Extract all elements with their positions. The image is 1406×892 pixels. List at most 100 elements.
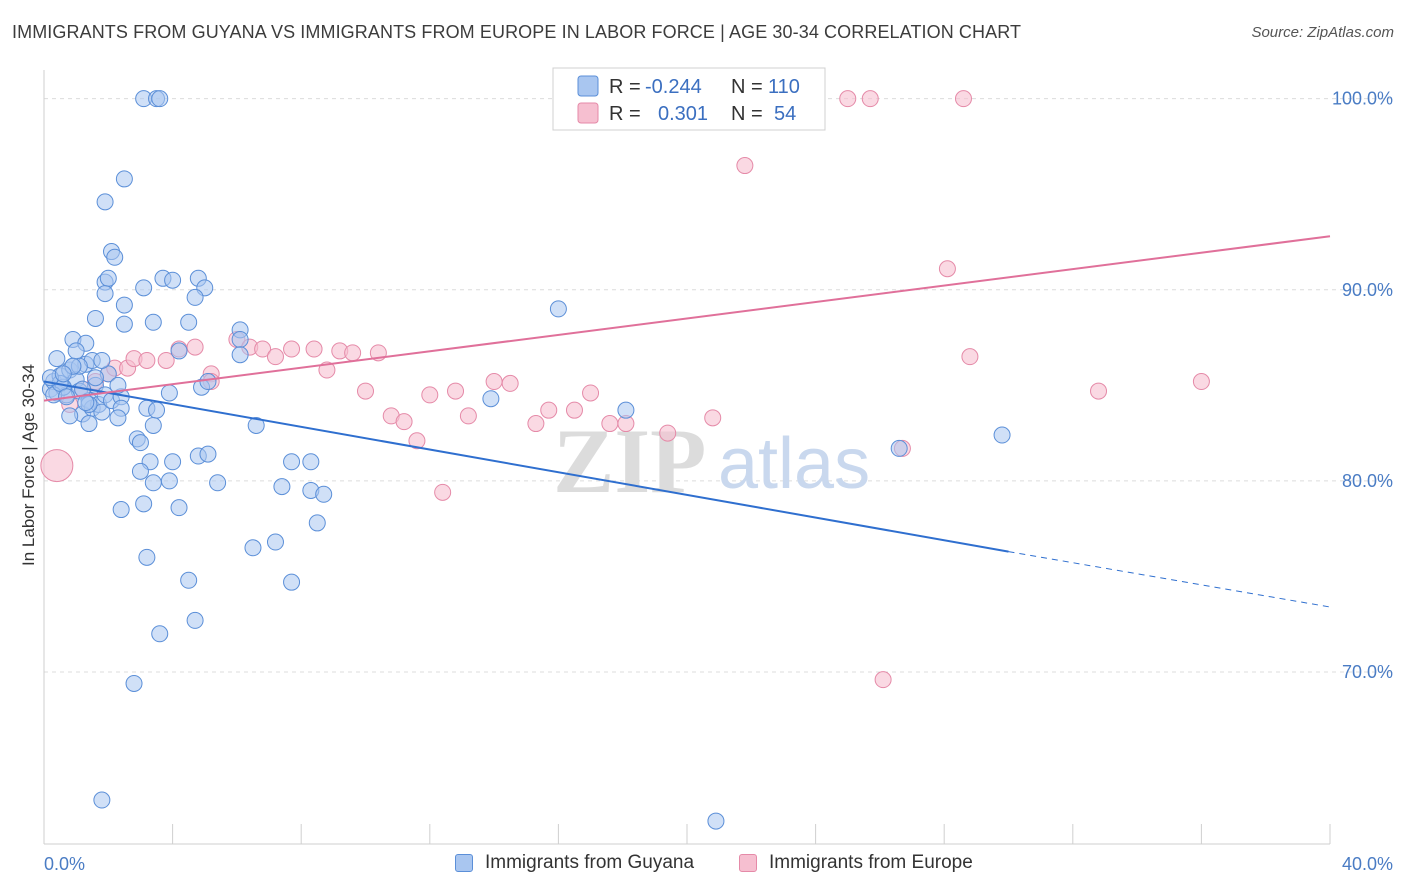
bottom-legend-label-guyana: Immigrants from Guyana <box>485 852 695 873</box>
europe-point <box>839 90 857 108</box>
europe-point <box>874 671 892 689</box>
guyana-point <box>131 462 149 480</box>
legend-swatch-europe <box>577 102 599 124</box>
guyana-point <box>115 170 133 188</box>
europe-point <box>283 340 301 358</box>
guyana-point <box>186 611 204 629</box>
guyana-point <box>115 315 133 333</box>
guyana-point <box>209 474 227 492</box>
chart-source: Source: ZipAtlas.com <box>1251 24 1394 41</box>
guyana-point <box>170 499 188 517</box>
europe-point <box>485 373 503 391</box>
guyana-point <box>48 350 66 368</box>
europe-point <box>357 382 374 400</box>
guyana-point <box>115 296 133 314</box>
guyana-point <box>164 453 182 471</box>
guyana-point <box>109 376 127 394</box>
bottom-legend-label-europe: Immigrants from Europe <box>769 852 973 873</box>
guyana-point <box>180 571 198 589</box>
guyana-point <box>283 453 301 471</box>
europe-point <box>527 415 545 433</box>
guyana-point <box>993 426 1011 444</box>
y-tick-label: 80.0% <box>1342 471 1393 491</box>
guyana-point <box>199 445 217 463</box>
legend-r-label: R = <box>609 103 641 125</box>
guyana-point <box>144 416 162 434</box>
europe-point <box>1192 373 1210 391</box>
guyana-point <box>186 288 204 306</box>
legend-n-value: 110 <box>768 76 800 98</box>
trend-line-guyana <box>43 380 1009 553</box>
legend: R = -0.244 N = 110 R = 0.301 N = 54 <box>552 67 826 131</box>
swatch-europe <box>739 854 757 872</box>
guyana-point <box>99 269 117 287</box>
legend-n-label: N = <box>731 76 763 98</box>
series-europe-points <box>40 90 1210 689</box>
europe-point <box>138 351 156 369</box>
trend-line-guyana-extension <box>1008 551 1331 608</box>
guyana-point <box>138 548 156 566</box>
guyana-point <box>151 90 169 108</box>
guyana-point <box>80 415 98 433</box>
europe-point <box>40 449 74 483</box>
guyana-point <box>93 403 111 421</box>
europe-point <box>305 340 323 358</box>
europe-point <box>1090 382 1108 400</box>
europe-point <box>736 157 754 175</box>
europe-point <box>266 348 284 366</box>
swatch-guyana <box>455 854 473 872</box>
guyana-point <box>247 416 265 434</box>
guyana-point <box>231 346 249 364</box>
guyana-point <box>54 365 72 383</box>
guyana-point <box>61 407 79 425</box>
guyana-point <box>151 625 169 643</box>
series-guyana-points <box>41 90 1011 830</box>
europe-point <box>157 351 175 369</box>
guyana-point <box>890 439 908 457</box>
guyana-point <box>244 539 262 557</box>
guyana-point <box>131 434 149 452</box>
legend-r-value: 0.301 <box>658 103 708 125</box>
guyana-point <box>231 330 249 348</box>
europe-point <box>954 90 972 108</box>
europe-point <box>704 409 722 427</box>
x-tick-label: 40.0% <box>1342 854 1393 874</box>
guyana-point <box>86 369 104 387</box>
guyana-point <box>96 193 114 211</box>
y-tick-label: 70.0% <box>1342 662 1393 682</box>
europe-point <box>861 90 879 108</box>
guyana-point <box>302 453 320 471</box>
y-axis-label: In Labor Force | Age 30-34 <box>19 364 38 566</box>
guyana-point <box>144 313 162 331</box>
europe-point <box>421 386 439 404</box>
europe-point <box>186 338 204 356</box>
x-tick-label: 0.0% <box>44 854 85 874</box>
europe-point <box>501 374 519 392</box>
y-tick-label: 90.0% <box>1342 280 1393 300</box>
guyana-point <box>160 384 178 402</box>
y-axis-ticks: 70.0% 80.0% 90.0% 100.0% <box>1332 89 1393 682</box>
legend-r-value: -0.244 <box>645 76 702 98</box>
europe-point <box>938 260 956 278</box>
guyana-point <box>170 342 188 360</box>
legend-swatch-guyana <box>577 75 599 97</box>
guyana-point <box>144 474 162 492</box>
legend-r-label: R = <box>609 76 641 98</box>
guyana-point <box>106 248 124 266</box>
legend-n-value: 54 <box>774 103 796 125</box>
guyana-point <box>617 401 635 419</box>
europe-point <box>659 424 677 442</box>
trend-lines <box>43 235 1331 608</box>
bottom-legend: Immigrants from Guyana Immigrants from E… <box>0 852 1406 882</box>
europe-point <box>582 384 600 402</box>
guyana-point <box>549 300 567 318</box>
europe-point <box>434 483 452 501</box>
bottom-legend-item-europe[interactable]: Immigrants from Europe <box>739 852 973 874</box>
guyana-point <box>135 495 153 513</box>
guyana-point <box>96 285 114 303</box>
europe-point <box>395 413 413 431</box>
bottom-legend-item-guyana[interactable]: Immigrants from Guyana <box>455 852 694 874</box>
guyana-point <box>266 533 284 551</box>
europe-point <box>447 382 465 400</box>
europe-point <box>961 348 979 366</box>
